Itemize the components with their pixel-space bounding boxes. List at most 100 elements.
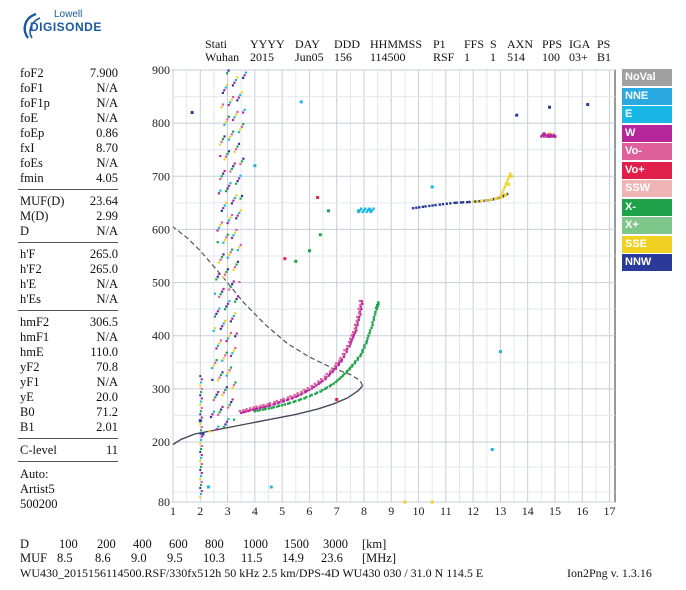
o-trace-dot xyxy=(247,409,250,413)
ws-trace-dot xyxy=(501,194,505,198)
spread-f-dot xyxy=(211,367,214,370)
x-tick-label: 11 xyxy=(440,504,452,518)
o-trace-dot xyxy=(359,313,362,316)
o-trace-dot xyxy=(353,323,357,327)
spread-f-dot xyxy=(221,371,224,374)
o-trace-dot xyxy=(337,361,341,365)
spread-f-dot xyxy=(228,253,231,257)
o-trace-dot xyxy=(272,403,275,406)
spread-f-dot xyxy=(225,386,228,389)
o-trace-dot xyxy=(310,384,313,388)
param-value: 4.05 xyxy=(96,171,118,185)
x-tick-label: 13 xyxy=(494,504,506,518)
o-trace-dot xyxy=(268,402,272,405)
o-trace-dot xyxy=(360,299,363,303)
spread-f-dot xyxy=(218,261,221,264)
o-trace-dot xyxy=(331,370,334,374)
spread-f-dot xyxy=(234,148,238,151)
x-trace-dot xyxy=(377,302,380,306)
spread-f-dot xyxy=(236,76,239,79)
spread-f-dot xyxy=(235,297,238,301)
spread-f-dot xyxy=(225,374,228,377)
x-trace-dot xyxy=(325,386,329,389)
x-trace-dot xyxy=(345,371,348,374)
spread-f-dot xyxy=(236,260,240,263)
spread-f-dot xyxy=(229,354,233,358)
param-value: 2.01 xyxy=(96,420,118,434)
spread-f-dot xyxy=(229,170,232,173)
spread-f-dot xyxy=(215,278,218,281)
marker-nne-dot xyxy=(430,185,434,189)
spread-f-dot xyxy=(225,305,228,308)
x-trace-dot xyxy=(359,353,363,356)
spread-f-dot xyxy=(219,224,222,227)
low-freq-column-dot xyxy=(199,451,202,453)
spread-f-dot xyxy=(224,190,228,193)
ws-trace-dot xyxy=(494,197,497,201)
low-freq-column-dot xyxy=(200,454,203,456)
marker-sse-dot xyxy=(403,500,407,504)
spread-f-dot xyxy=(242,123,245,126)
x-trace-dot xyxy=(258,408,262,412)
x-trace-dot xyxy=(281,403,284,407)
spread-f-dot xyxy=(227,115,230,118)
o-trace-dot xyxy=(248,409,252,412)
spread-f-dot xyxy=(215,359,218,362)
w-trace-dot xyxy=(540,135,543,138)
o-trace-dot xyxy=(293,394,296,397)
spread-f-dot xyxy=(228,369,231,372)
spread-f-dot xyxy=(236,295,240,298)
spread-f-dot xyxy=(239,197,242,200)
spread-f-dot xyxy=(230,401,233,404)
spread-f-dot xyxy=(215,393,218,396)
spread-f-dot xyxy=(219,189,222,192)
param-name: fmin xyxy=(20,171,44,185)
spread-f-dot xyxy=(229,182,232,185)
footer-d-value: 800 xyxy=(205,537,224,551)
header-col-7-value: 1 xyxy=(490,50,496,64)
y-tick-label: 80 xyxy=(158,495,170,509)
legend-nnw-swatch: NNW xyxy=(622,254,672,271)
spread-f-dot xyxy=(230,133,233,136)
legend-e-swatch: E xyxy=(622,106,672,123)
spread-f-dot xyxy=(232,418,236,421)
param-value: 20.0 xyxy=(96,390,118,404)
header-col-8-value: 514 xyxy=(507,50,525,64)
o-trace-dot xyxy=(242,410,245,414)
x-tick-label: 5 xyxy=(279,504,285,518)
low-freq-column-dot xyxy=(199,432,202,435)
ws-trace-dot xyxy=(504,193,508,196)
o-trace-dot xyxy=(332,369,335,372)
spread-f-dot xyxy=(235,217,238,220)
spread-f-dot xyxy=(220,175,223,178)
spread-f-dot xyxy=(231,386,234,389)
spread-f-dot xyxy=(227,371,230,375)
marker-nnw-dot xyxy=(190,111,194,115)
footer-muf-unit: [MHz] xyxy=(362,551,397,565)
spread-f-dot xyxy=(234,78,237,82)
e-trace-dot xyxy=(361,210,364,214)
spread-f-dot xyxy=(234,381,237,384)
low-freq-column-dot xyxy=(199,460,202,462)
x-trace-dot xyxy=(375,303,379,307)
o-trace-dot xyxy=(341,352,345,356)
ws-trace-dot xyxy=(468,200,471,204)
x-trace-dot xyxy=(340,375,343,379)
x-trace-dot xyxy=(372,318,376,321)
y-tick-label: 500 xyxy=(152,276,170,290)
low-freq-column-dot xyxy=(200,381,203,384)
o-trace-dot xyxy=(242,409,245,412)
spread-f-dot xyxy=(223,123,226,126)
o-trace-dot xyxy=(339,356,342,360)
spread-f-dot xyxy=(216,379,220,382)
o-trace-dot xyxy=(287,398,290,401)
ws-trace-dot xyxy=(449,202,452,205)
header-col-0-top: Stati xyxy=(205,37,228,51)
marker-vo-dot xyxy=(283,257,287,261)
spread-f-dot xyxy=(223,169,226,173)
header-col-1-top: YYYY xyxy=(250,37,285,51)
param-fof2: foF2 7.900 xyxy=(20,66,118,81)
spread-f-dot xyxy=(230,202,234,205)
e-trace-dot xyxy=(362,209,366,212)
spread-f-dot xyxy=(218,295,221,299)
